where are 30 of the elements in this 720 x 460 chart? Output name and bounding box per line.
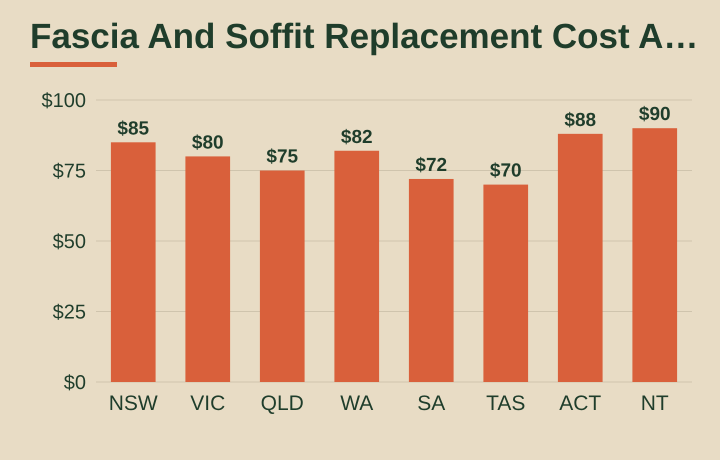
y-tick-label: $75	[52, 160, 86, 182]
y-tick-label: $100	[42, 90, 86, 112]
x-tick-label: TAS	[486, 392, 526, 415]
y-tick-label: $0	[64, 372, 86, 394]
y-tick-label: $25	[52, 302, 86, 324]
data-label: $88	[564, 110, 596, 131]
bar	[110, 142, 156, 382]
bar	[408, 178, 454, 382]
x-tick-label: QLD	[260, 392, 304, 415]
y-tick-label: $50	[52, 231, 86, 253]
data-label: $72	[415, 154, 448, 176]
bar	[483, 184, 528, 382]
data-label: $90	[638, 104, 671, 126]
bar	[185, 156, 230, 382]
x-tick-label: NT	[640, 392, 669, 415]
data-label: $80	[192, 132, 224, 154]
bar	[558, 134, 603, 382]
data-label: $82	[340, 126, 373, 148]
x-tick-label: NSW	[108, 392, 158, 415]
data-label: $75	[266, 146, 299, 168]
chart-title: Fascia And Soffit Replacement Cost A…	[30, 17, 698, 56]
bar	[260, 170, 305, 382]
x-tick-label: SA	[417, 392, 446, 415]
x-tick-label: WA	[340, 392, 374, 415]
data-label: $70	[490, 160, 522, 182]
data-label: $85	[117, 118, 150, 140]
bar	[632, 128, 678, 382]
x-tick-label: ACT	[559, 392, 602, 415]
x-tick-label: VIC	[190, 392, 226, 415]
bar	[334, 150, 380, 382]
